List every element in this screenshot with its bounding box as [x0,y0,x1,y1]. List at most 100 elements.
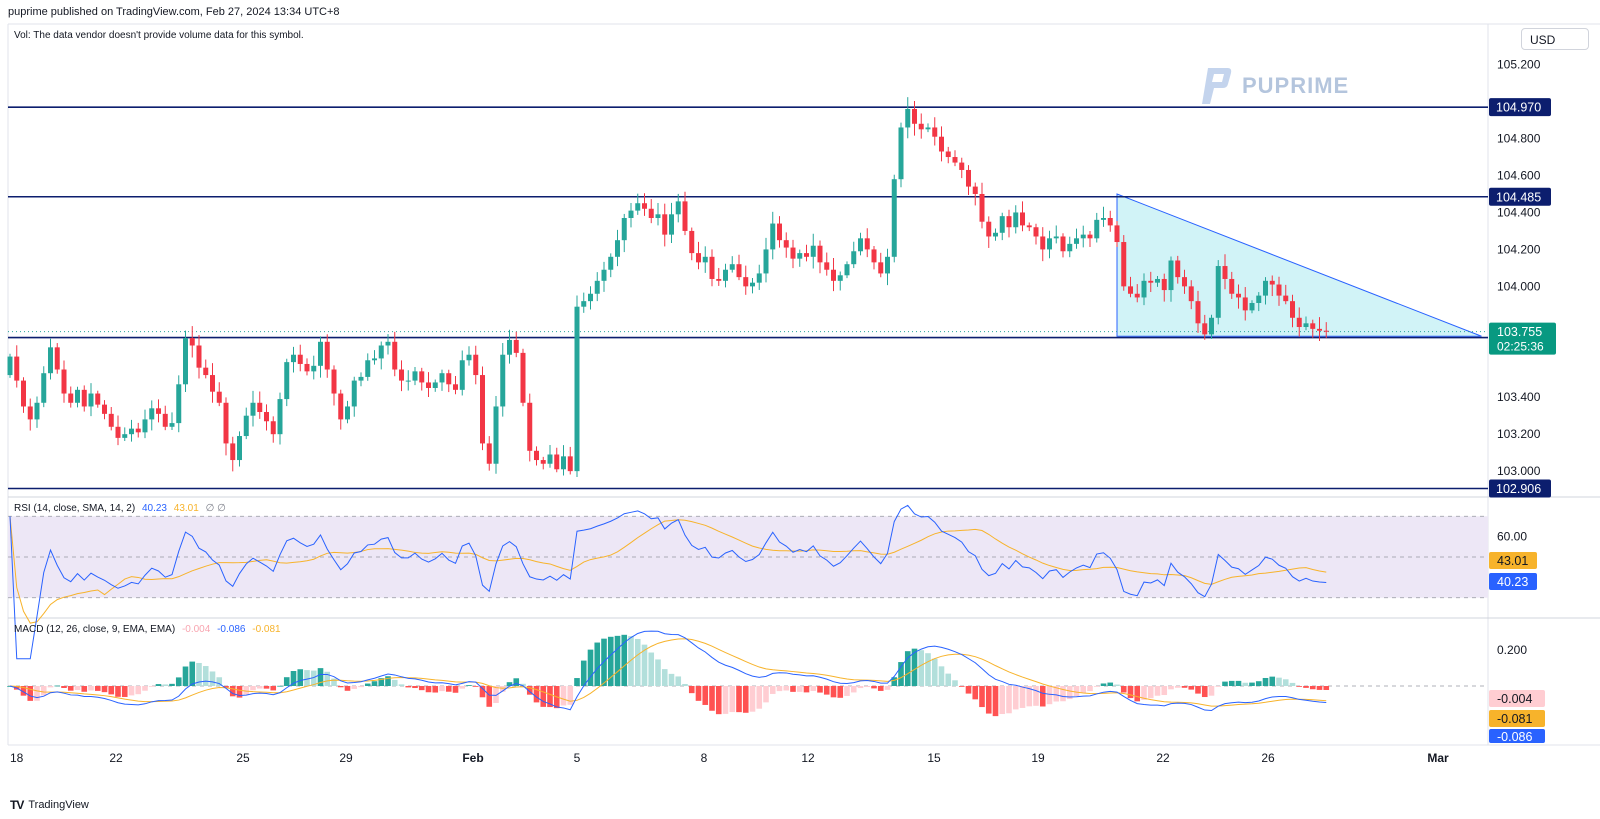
candle-body [831,269,836,281]
macd-histogram-bar [803,686,810,693]
candle-body [108,413,114,427]
rsi-sma-box [1489,552,1537,569]
price-tick-label: 105.200 [1497,58,1541,72]
macd-histogram-bar [1309,686,1316,690]
macd-value-box [1489,729,1545,743]
price-tick-label: 104.600 [1497,169,1541,183]
macd-histogram-bar [479,686,486,698]
level-label: 104.485 [1496,190,1541,204]
candle-body [129,428,134,435]
candle-body [405,380,411,382]
candle-body [1155,278,1160,283]
macd-histogram-bar [790,686,796,692]
macd-histogram-bar [776,686,783,692]
candle-body [871,249,877,263]
candle-body [1067,243,1073,252]
macd-histogram-bar [607,636,614,686]
candle-body [885,256,890,274]
macd-histogram-bar [1053,686,1060,702]
macd-histogram-bar [709,686,715,711]
candle-body [1026,225,1032,228]
macd-histogram-bar [540,686,547,707]
time-axis-label: 15 [927,751,941,765]
macd-histogram-bar [499,686,506,692]
candle-body [378,345,384,359]
macd-histogram-bar [1323,686,1330,690]
time-axis-label: 12 [801,751,815,765]
candle-body [716,278,722,281]
candle-body [601,269,607,281]
top-bar: puprime published on TradingView.com, Fe… [0,0,1600,24]
candle-body [480,375,485,444]
price-axis: 105.200 104.800 104.600 104.400 104.200 104.0… [1497,58,1541,478]
macd-histogram-bar [391,679,398,686]
macd-histogram-bar [857,686,864,689]
price-tick-label: 104.800 [1497,132,1541,146]
macd-histogram-bar [837,686,844,698]
macd-histogram-bar [304,670,310,686]
macd-histogram-bar [992,686,999,717]
publish-info: puprime published on TradingView.com, Fe… [8,6,340,18]
candle-body [297,354,303,364]
macd-histogram-bar [270,686,277,691]
macd-histogram-bar [749,686,756,712]
candle-body [358,376,364,381]
macd-histogram-bar [1073,686,1080,697]
macd-histogram-bar [682,683,688,686]
macd-histogram-bar [459,686,466,689]
candle-body [817,245,823,263]
candle-body [257,402,263,413]
price-tick-label: 104.200 [1497,242,1541,256]
candle-body [1182,277,1187,287]
macd-histogram-bar [216,677,223,686]
macd-histogram-bar [351,686,358,689]
candle-body [1006,216,1012,228]
rsi-title: RSI (14, close, SMA, 14, 2) [14,503,135,514]
candle-body [1209,317,1214,335]
rsi-legend-value: 40.23 [142,503,167,514]
macd-histogram-bar [844,686,850,696]
candle-body [898,127,904,180]
macd-histogram-bar [972,686,979,700]
candle-body [486,443,492,464]
macd-histogram-bar [1289,682,1296,686]
macd-histogram-bar [250,686,256,691]
candle-body [520,352,526,403]
macd-histogram-bar [938,666,945,686]
candle-body [1101,218,1106,220]
candle-body [365,360,371,377]
macd-histogram-bar [88,686,94,691]
volume-note: Vol: The data vendor doesn't provide vol… [14,30,304,41]
candle-body [777,223,782,241]
macd-histogram-bar [1100,683,1107,686]
macd-histogram-bar [641,644,648,686]
macd-histogram-bar [1168,686,1174,690]
candle-body [432,382,438,388]
macd-pane: 0.200 -0.004 -0.081 -0.086 [7,630,1545,744]
macd-histogram-bar [290,671,297,686]
candle-body [1303,323,1309,328]
macd-histogram-bar [675,676,682,686]
macd-histogram-bar [263,686,270,689]
currency-button[interactable]: USD [1521,28,1589,50]
candle-body [473,354,479,376]
macd-histogram-bar [371,681,378,686]
macd-histogram-bar [533,686,540,703]
candle-body [1323,330,1329,332]
rsi-sma-value: 43.01 [1497,554,1528,568]
price-tick-label: 103.000 [1497,464,1541,478]
candle-body [1074,238,1079,244]
macd-histogram-bar [108,686,115,695]
candle-body [1256,295,1262,303]
macd-histogram-bar [1174,686,1181,688]
macd-histogram-bar [283,677,290,686]
candle-body [1236,293,1241,298]
macd-histogram-bar [729,686,736,713]
candle-body [790,247,796,259]
macd-histogram-bar [1039,686,1046,707]
candle-body [351,380,357,407]
candle-body [284,362,290,400]
candle-body [311,365,317,372]
macd-histogram-bar [61,686,67,688]
